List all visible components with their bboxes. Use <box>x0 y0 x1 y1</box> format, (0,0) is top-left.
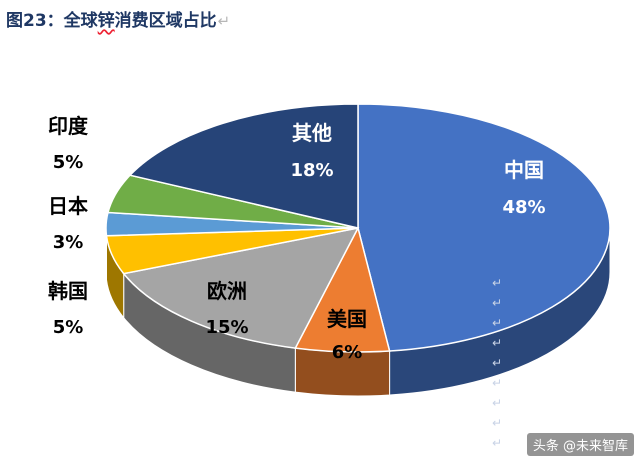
slice-label-0: 中国 <box>504 158 544 182</box>
return-mark-5: ↵ <box>492 376 502 390</box>
return-mark-0: ↵ <box>492 276 502 290</box>
return-mark-4: ↵ <box>492 356 502 370</box>
pie-sides <box>105 227 611 397</box>
slice-label-3: 韩国 <box>48 279 88 303</box>
slice-label-1: 美国 <box>327 307 367 331</box>
pie-slice-slice-6 <box>128 103 359 229</box>
slice-value-6: 18% <box>290 160 333 181</box>
pie-slice-slice-2 <box>122 226 360 349</box>
watermark: 头条 @未来智库 <box>526 433 634 456</box>
return-mark-2: ↵ <box>492 316 502 330</box>
slice-value-5: 5% <box>53 152 84 173</box>
slice-value-4: 3% <box>53 232 84 253</box>
pie-top <box>105 103 611 353</box>
pie-slice-slice-0 <box>357 103 611 352</box>
pie-labels: 中国 48% 美国 6% 欧洲 15% 韩国 5% 日本 3% 印度 5% 其他 18% <box>48 114 546 363</box>
return-mark-7: ↵ <box>492 416 502 430</box>
return-mark-1: ↵ <box>492 296 502 310</box>
slice-value-0: 48% <box>502 197 545 218</box>
slice-value-3: 5% <box>53 317 84 338</box>
chart-title: 图23：全球锌消费区域占比↵ <box>6 11 231 31</box>
return-mark-3: ↵ <box>492 336 502 350</box>
slice-label-4: 日本 <box>48 194 88 218</box>
slice-value-1: 6% <box>332 342 363 363</box>
return-mark-8: ↵ <box>492 436 502 450</box>
slice-value-2: 15% <box>205 317 248 338</box>
slice-label-2: 欧洲 <box>207 279 247 303</box>
slice-label-6: 其他 <box>292 121 332 145</box>
return-mark-6: ↵ <box>492 396 502 410</box>
slice-label-5: 印度 <box>48 114 89 138</box>
